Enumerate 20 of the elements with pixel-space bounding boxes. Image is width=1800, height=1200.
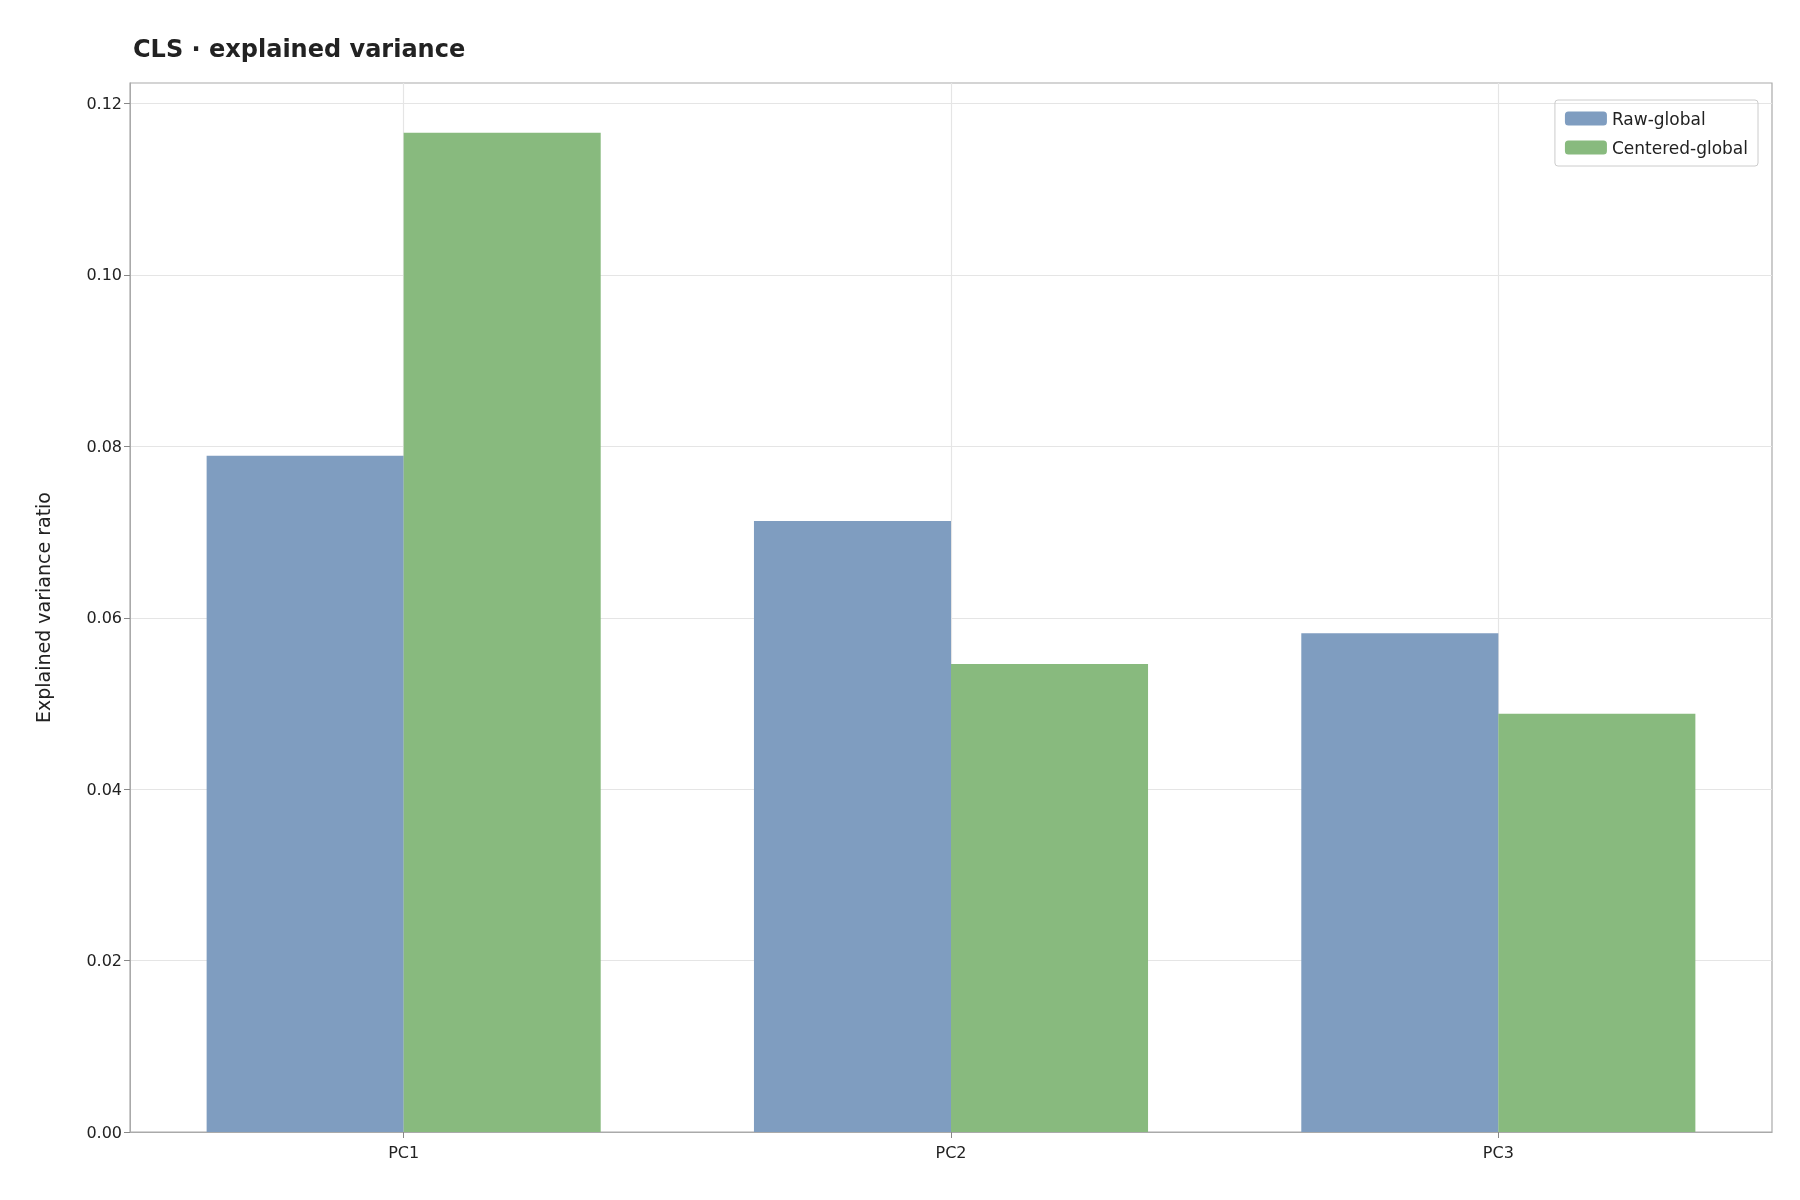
bar: [1498, 713, 1696, 1132]
legend-label: Raw-global: [1611, 108, 1706, 129]
bar: [206, 455, 404, 1132]
y-tick-label: 0.10: [86, 265, 122, 285]
y-tick-label: 0.08: [86, 436, 122, 456]
y-tick-label: 0.02: [86, 951, 122, 971]
bar: [1301, 633, 1499, 1132]
chart-title: CLS · explained variance: [133, 35, 466, 63]
legend-label: Centered-global: [1611, 137, 1748, 158]
x-tick-label: PC3: [1482, 1142, 1514, 1162]
y-tick-label: 0.12: [86, 94, 122, 114]
y-axis-title: Explained variance ratio: [31, 492, 54, 723]
bar: [753, 520, 951, 1132]
y-tick-label: 0.00: [86, 1122, 122, 1142]
bar: [403, 132, 601, 1132]
x-tick-label: PC2: [935, 1142, 967, 1162]
y-tick-label: 0.04: [86, 779, 122, 799]
bar: [951, 664, 1149, 1132]
y-tick-label: 0.06: [86, 608, 122, 628]
x-tick-label: PC1: [388, 1142, 420, 1162]
